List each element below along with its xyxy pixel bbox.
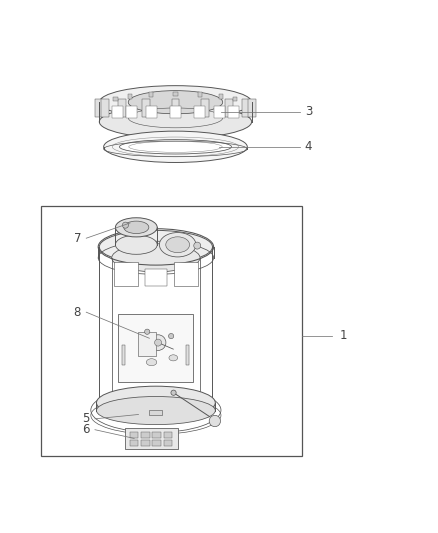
Bar: [142, 99, 150, 117]
Bar: [173, 92, 178, 96]
Ellipse shape: [169, 355, 178, 361]
Bar: [145, 269, 167, 286]
Bar: [148, 92, 153, 97]
Text: 1: 1: [340, 329, 347, 342]
Bar: [127, 94, 132, 99]
Circle shape: [145, 329, 150, 334]
Bar: [226, 99, 233, 117]
Bar: [112, 106, 123, 118]
Text: 4: 4: [305, 140, 312, 154]
Circle shape: [122, 222, 128, 228]
Circle shape: [150, 335, 166, 350]
Bar: [198, 92, 202, 97]
Ellipse shape: [120, 140, 232, 154]
Circle shape: [155, 339, 162, 346]
Ellipse shape: [99, 105, 252, 139]
Ellipse shape: [116, 235, 157, 254]
Ellipse shape: [99, 86, 252, 119]
Ellipse shape: [96, 386, 215, 419]
Bar: [174, 262, 198, 286]
Ellipse shape: [146, 359, 157, 366]
Ellipse shape: [99, 230, 212, 263]
Bar: [186, 345, 189, 365]
Ellipse shape: [116, 218, 157, 237]
Bar: [146, 106, 157, 118]
Bar: [152, 440, 161, 446]
Bar: [114, 262, 138, 286]
Bar: [95, 99, 103, 117]
Ellipse shape: [124, 221, 149, 233]
Bar: [242, 99, 250, 117]
Bar: [138, 332, 156, 356]
Bar: [164, 432, 173, 438]
Bar: [228, 106, 239, 118]
Bar: [170, 106, 181, 118]
Bar: [101, 99, 109, 117]
Bar: [141, 432, 150, 438]
Circle shape: [171, 390, 176, 395]
Bar: [125, 427, 178, 449]
Bar: [122, 345, 125, 365]
Circle shape: [169, 334, 174, 338]
Bar: [130, 432, 138, 438]
Text: 6: 6: [82, 423, 90, 436]
Bar: [164, 440, 173, 446]
Bar: [118, 314, 194, 382]
Circle shape: [209, 415, 220, 426]
Bar: [141, 440, 150, 446]
Bar: [233, 97, 237, 101]
Ellipse shape: [104, 131, 247, 163]
Ellipse shape: [166, 237, 190, 253]
Text: 7: 7: [74, 232, 81, 245]
Bar: [172, 99, 180, 117]
Bar: [149, 410, 162, 415]
Ellipse shape: [159, 232, 196, 257]
Bar: [152, 432, 161, 438]
Ellipse shape: [112, 244, 200, 272]
Bar: [41, 206, 302, 456]
Text: 8: 8: [74, 306, 81, 319]
Bar: [126, 106, 137, 118]
Ellipse shape: [96, 397, 215, 425]
Bar: [248, 99, 255, 117]
Text: 5: 5: [82, 413, 90, 425]
Bar: [201, 99, 208, 117]
Bar: [194, 106, 205, 118]
Bar: [214, 106, 225, 118]
Bar: [219, 94, 223, 99]
Text: 3: 3: [305, 106, 312, 118]
Bar: [130, 440, 138, 446]
Bar: [118, 99, 126, 117]
Bar: [113, 97, 118, 101]
Ellipse shape: [128, 91, 223, 114]
Circle shape: [194, 242, 201, 249]
